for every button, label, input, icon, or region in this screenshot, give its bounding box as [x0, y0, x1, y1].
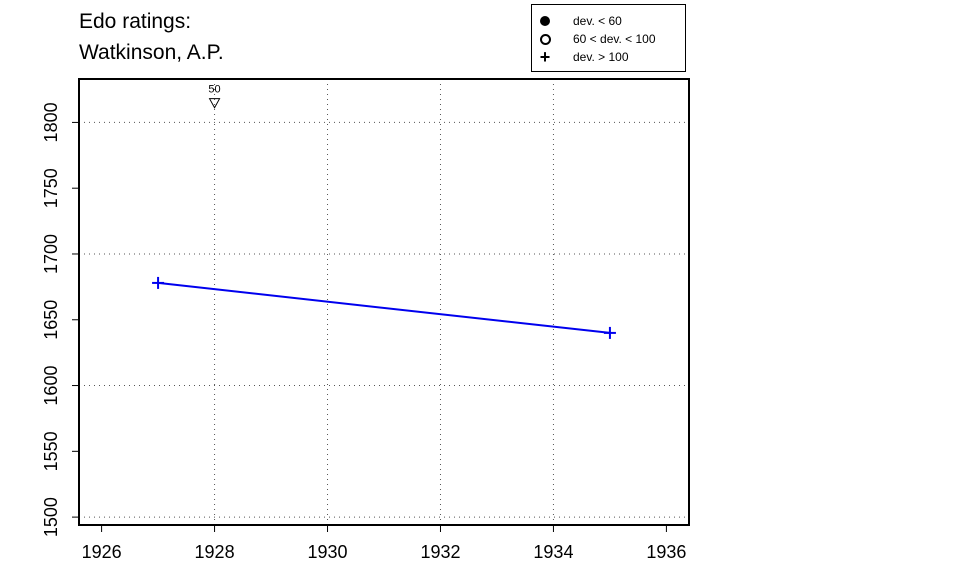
x-tick-label: 1934 — [533, 542, 573, 562]
x-tick-label: 1932 — [420, 542, 460, 562]
y-tick-label: 1500 — [41, 497, 61, 537]
triangle-down-icon — [208, 98, 221, 109]
chart-title-line-2: Watkinson, A.P. — [79, 41, 224, 64]
legend-label: 60 < dev. < 100 — [573, 32, 656, 46]
x-tick-label: 1930 — [307, 542, 347, 562]
series-line — [157, 281, 611, 334]
y-tick-label: 1800 — [41, 102, 61, 142]
plus-icon: + — [539, 47, 551, 67]
legend-label: dev. > 100 — [573, 50, 629, 64]
legend-item-high-dev: + dev. > 100 — [532, 48, 629, 66]
y-tick-label: 1650 — [41, 300, 61, 340]
y-tick-label: 1750 — [41, 168, 61, 208]
open-circle-icon — [539, 33, 551, 45]
chart-title-line-1: Edo ratings: — [79, 10, 192, 33]
x-tick-label: 1928 — [195, 542, 235, 562]
legend-item-mid-dev: 60 < dev. < 100 — [532, 30, 656, 48]
x-tick-label: 1926 — [82, 542, 122, 562]
plot-frame — [78, 78, 690, 526]
x-tick-label: 1936 — [646, 542, 686, 562]
legend-label: dev. < 60 — [573, 14, 622, 28]
legend: dev. < 60 60 < dev. < 100 + dev. > 100 — [531, 4, 686, 72]
annotation-label: 50 — [208, 84, 220, 96]
y-tick-label: 1600 — [41, 366, 61, 406]
y-tick-label: 1550 — [41, 431, 61, 471]
filled-circle-icon — [540, 16, 550, 26]
y-tick-label: 1700 — [41, 234, 61, 274]
legend-item-low-dev: dev. < 60 — [532, 12, 622, 30]
